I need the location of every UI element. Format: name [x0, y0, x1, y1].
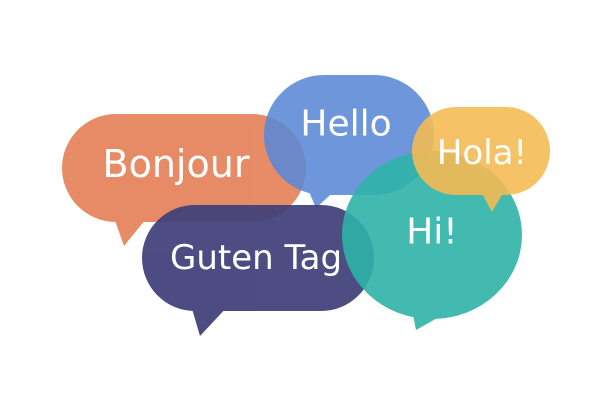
bubble-hello-tail	[304, 180, 340, 208]
bubble-guten-tag	[142, 205, 374, 336]
bubble-guten-tag-tail	[190, 302, 228, 336]
bubble-bonjour-text: Bonjour	[103, 142, 250, 186]
bubble-hi-tail	[410, 300, 448, 330]
bubble-hola	[412, 107, 550, 212]
bubble-guten-tag-text: Guten Tag	[170, 238, 342, 278]
bubble-hello-text: Hello	[300, 104, 391, 145]
bubble-hi-text: Hi!	[406, 212, 458, 253]
bubble-bonjour-body	[62, 114, 306, 222]
bubble-bonjour-tail	[112, 212, 150, 246]
bubble-guten-tag-body	[142, 205, 374, 311]
bubble-hola-tail	[478, 186, 506, 212]
bubble-bonjour	[62, 114, 306, 246]
bubble-hola-body	[412, 107, 550, 195]
bubble-hola-text: Hola!	[437, 133, 527, 173]
